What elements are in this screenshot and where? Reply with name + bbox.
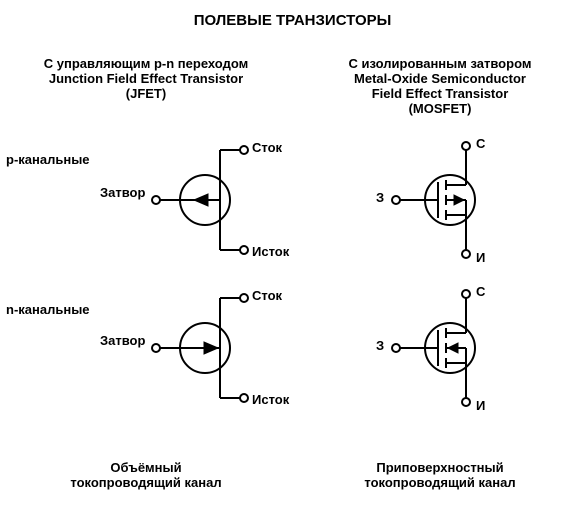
mosfet-n-drain-label: С: [476, 284, 485, 299]
right-col-line1: С изолированным затвором: [349, 56, 532, 71]
jfet-p-gate-label: Затвор: [100, 185, 145, 200]
left-col-line3: (JFET): [126, 86, 166, 101]
jfet-n-drain-label: Сток: [252, 288, 282, 303]
right-footer: Приповерхностный токопроводящий канал: [300, 460, 580, 490]
mosfet-p-channel-symbol: [370, 140, 530, 260]
mosfet-n-channel-symbol: [370, 288, 530, 408]
mosfet-p-source-label: И: [476, 250, 485, 265]
jfet-p-source-label: Исток: [252, 244, 289, 259]
jfet-p-channel-symbol: [130, 140, 280, 260]
page-title: ПОЛЕВЫЕ ТРАНЗИСТОРЫ: [0, 12, 585, 29]
row-label-p-channel: p-канальные: [6, 152, 90, 167]
right-column-heading: С изолированным затвором Metal-Oxide Sem…: [300, 56, 580, 116]
mosfet-p-drain-label: С: [476, 136, 485, 151]
jfet-p-drain-label: Сток: [252, 140, 282, 155]
left-footer: Объёмный токопроводящий канал: [6, 460, 286, 490]
mosfet-n-source-label: И: [476, 398, 485, 413]
right-col-line2: Metal-Oxide Semiconductor: [354, 71, 526, 86]
jfet-n-source-label: Исток: [252, 392, 289, 407]
left-col-line2: Junction Field Effect Transistor: [49, 71, 243, 86]
mosfet-n-gate-label: З: [376, 338, 384, 353]
right-col-line4: (MOSFET): [409, 101, 472, 116]
left-footer-line1: Объёмный: [110, 460, 181, 475]
right-col-line3: Field Effect Transistor: [372, 86, 509, 101]
mosfet-p-gate-label: З: [376, 190, 384, 205]
right-footer-line2: токопроводящий канал: [364, 475, 515, 490]
jfet-n-channel-symbol: [130, 288, 280, 408]
left-col-line1: С управляющим p-n переходом: [44, 56, 248, 71]
left-footer-line2: токопроводящий канал: [70, 475, 221, 490]
right-footer-line1: Приповерхностный: [376, 460, 503, 475]
row-label-n-channel: n-канальные: [6, 302, 90, 317]
left-column-heading: С управляющим p-n переходом Junction Fie…: [6, 56, 286, 101]
jfet-n-gate-label: Затвор: [100, 333, 145, 348]
